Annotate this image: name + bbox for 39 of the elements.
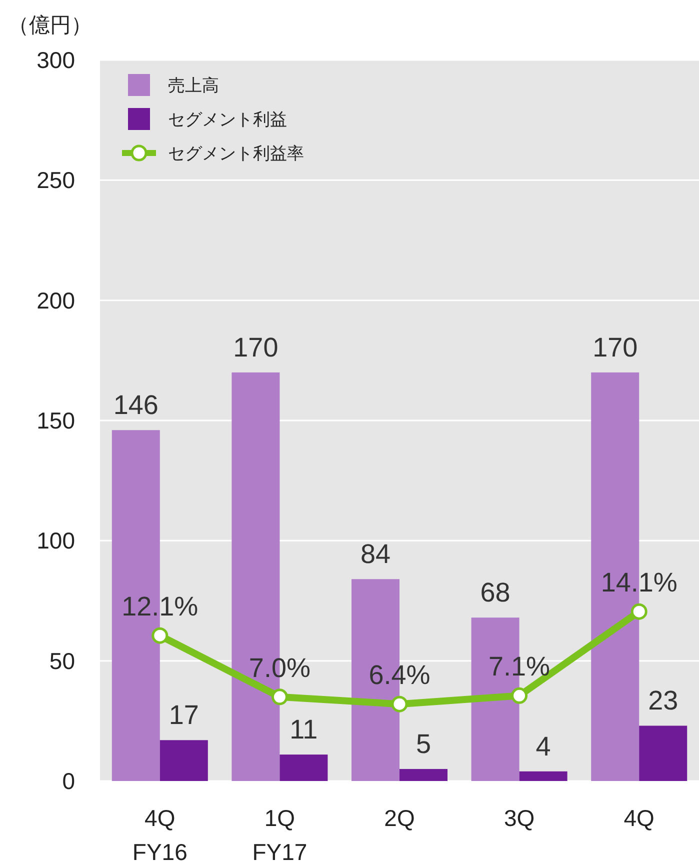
point — [391, 696, 408, 712]
x-tick-label: 4Q — [624, 805, 654, 831]
y-tick-label: 250 — [36, 167, 75, 194]
y-tick-label: 150 — [36, 408, 75, 434]
data-label: 23 — [648, 686, 678, 716]
bar — [639, 726, 688, 781]
legend-label: セグメント利益率 — [168, 144, 304, 163]
y-tick-label: 200 — [36, 287, 75, 314]
data-label: 170 — [233, 332, 278, 362]
x-tick-label: 4Q FY16 — [132, 805, 188, 862]
bar — [280, 754, 328, 781]
data-label: 7.0% — [248, 652, 310, 683]
y-tick-label: 0 — [62, 768, 75, 794]
data-label: 11 — [290, 714, 318, 745]
data-label: 17 — [168, 700, 199, 730]
data-label: 7.1% — [488, 652, 550, 682]
data-label: 5 — [416, 728, 432, 759]
y-tick-label: 50 — [49, 648, 75, 674]
data-label: 4 — [536, 731, 551, 762]
x-tick-label: 1Q FY17 — [252, 805, 308, 862]
セグメント利益: 17 11 5 4 23 — [160, 686, 688, 781]
x-tick-label: 3Q — [504, 805, 535, 831]
legend-label: 売上高 — [168, 76, 219, 95]
y-tick-label: 100 — [36, 528, 75, 554]
bar — [519, 771, 568, 781]
legend-label: セグメント利益 — [168, 110, 287, 129]
point — [152, 627, 168, 644]
data-label: 84 — [360, 539, 391, 570]
point — [271, 688, 288, 706]
point — [630, 603, 648, 620]
data-label: 170 — [592, 332, 638, 362]
x-tick-label: 2Q — [384, 805, 415, 831]
data-label: 68 — [480, 578, 510, 608]
y-tick-label: 300 — [36, 47, 75, 73]
bar — [160, 740, 208, 781]
point — [511, 687, 528, 704]
bar — [400, 768, 448, 781]
y-axis-title: （億円） — [8, 14, 92, 37]
data-label: 146 — [113, 390, 158, 420]
